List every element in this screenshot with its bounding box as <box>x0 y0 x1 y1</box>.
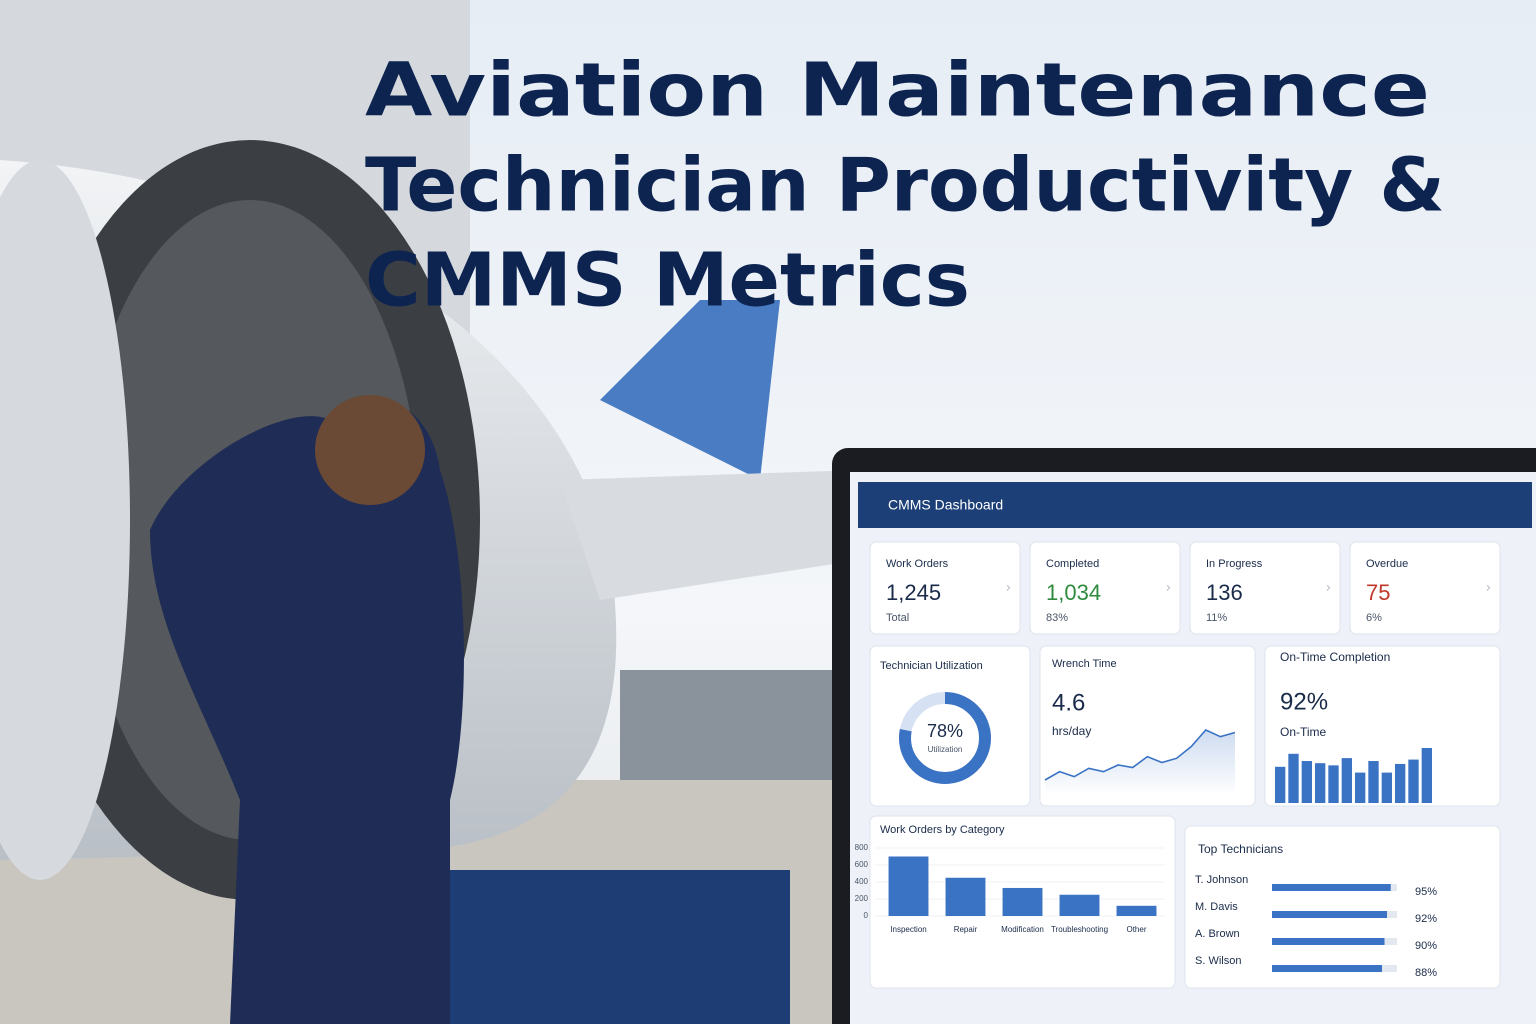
value-label: 88% <box>1415 967 1437 979</box>
bar <box>1272 938 1385 945</box>
bar <box>1272 965 1382 972</box>
x-tick-label: Repair <box>954 925 978 934</box>
sparkline <box>1044 729 1236 781</box>
technician-name: T. Johnson <box>1195 874 1248 886</box>
card-title: Wrench Time <box>1052 658 1117 670</box>
dashboard: Work Orders 1,245 Total › Completed 1,034 83% ›… <box>855 541 1501 989</box>
metric-caption: On-Time <box>1280 725 1327 739</box>
chevron: › <box>1166 579 1171 595</box>
x-tick-label: Other <box>1126 925 1146 934</box>
kpi-sub: 6% <box>1366 612 1382 624</box>
card-title: Top Technicians <box>1198 842 1283 856</box>
kpi-sub: 11% <box>1206 612 1227 624</box>
bar <box>888 856 929 916</box>
card-title: Technician Utilization <box>880 660 983 672</box>
kpi-sub: 83% <box>1046 612 1068 624</box>
y-tick-label: 200 <box>855 894 869 903</box>
chevron: › <box>1486 579 1491 595</box>
donut-caption: Utilization <box>928 745 963 754</box>
bar <box>1301 761 1312 803</box>
metric-value: 4.6 <box>1052 689 1085 716</box>
chevron: › <box>1006 579 1011 595</box>
donut-arc <box>899 692 991 784</box>
bar <box>1002 887 1043 916</box>
donut-value: 78% <box>927 721 963 741</box>
value-label: 92% <box>1415 913 1437 925</box>
technician-name: M. Davis <box>1195 901 1238 913</box>
technician-name: A. Brown <box>1195 928 1240 940</box>
kpi-value: 1,245 <box>886 580 941 605</box>
dashboard-title: CMMS Dashboard <box>888 497 1003 513</box>
value-label: 90% <box>1415 940 1437 952</box>
kpi-value: 1,034 <box>1046 580 1101 605</box>
bar <box>1368 761 1379 803</box>
x-tick-label: Troubleshooting <box>1051 925 1108 934</box>
bar <box>1116 905 1157 916</box>
bar <box>1288 753 1299 803</box>
bar <box>1408 759 1419 803</box>
bar <box>1421 748 1432 803</box>
value-label: 95% <box>1415 886 1437 898</box>
card <box>1189 541 1341 635</box>
bar <box>1341 758 1352 803</box>
bar <box>1272 884 1391 891</box>
y-tick-label: 400 <box>855 877 869 886</box>
bar <box>945 877 986 916</box>
y-tick-label: 600 <box>855 860 869 869</box>
chevron: › <box>1326 579 1331 595</box>
kpi-value: 75 <box>1366 580 1390 605</box>
bar <box>1059 894 1100 916</box>
card-title: On-Time Completion <box>1280 650 1390 664</box>
title-line: Aviation Maintenance <box>365 48 1430 134</box>
bar <box>1315 763 1326 803</box>
kpi-label: Completed <box>1046 558 1099 570</box>
bar <box>1395 763 1406 803</box>
card <box>1029 541 1181 635</box>
kpi-value: 136 <box>1206 580 1243 605</box>
bar <box>1272 911 1387 918</box>
kpi-sub: Total <box>886 612 909 624</box>
metric-unit: hrs/day <box>1052 724 1091 738</box>
card-title: Work Orders by Category <box>880 824 1005 836</box>
bar <box>1275 766 1286 803</box>
metric-value: 92% <box>1280 688 1328 715</box>
y-tick-label: 0 <box>864 911 869 920</box>
kpi-label: Work Orders <box>886 558 949 570</box>
dashboard-header <box>858 482 1532 528</box>
bar <box>1381 772 1392 803</box>
card <box>1349 541 1501 635</box>
title-line: Technician Productivity & <box>365 143 1445 229</box>
technician-name: S. Wilson <box>1195 955 1241 967</box>
x-tick-label: Modification <box>1001 925 1044 934</box>
kpi-label: Overdue <box>1366 558 1408 570</box>
x-tick-label: Inspection <box>890 925 926 934</box>
bar <box>1355 772 1366 803</box>
card <box>869 541 1021 635</box>
card <box>1184 825 1501 989</box>
kpi-label: In Progress <box>1206 558 1263 570</box>
y-tick-label: 800 <box>855 843 869 852</box>
bar <box>1328 765 1339 803</box>
title-line: CMMS Metrics <box>365 238 970 324</box>
